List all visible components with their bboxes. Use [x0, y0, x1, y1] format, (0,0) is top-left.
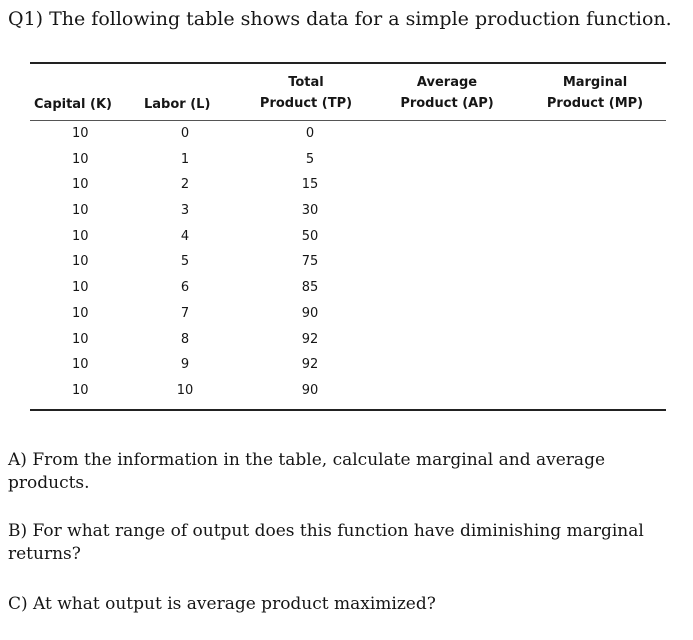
header-total-product: Total Product (TP) [250, 72, 362, 114]
capital-cell: 10 [72, 357, 89, 373]
labor-cell: 4 [180, 228, 190, 244]
capital-cell: 10 [72, 203, 89, 219]
table-row: 10 8 92 [0, 330, 693, 356]
labor-cell: 2 [180, 177, 190, 193]
capital-cell: 10 [72, 151, 89, 167]
header-labor: Labor (L) [144, 94, 210, 115]
table-row: 10 10 90 [0, 381, 693, 407]
capital-cell: 10 [72, 126, 89, 141]
capital-cell: 10 [72, 331, 89, 347]
total-product-cell: 75 [301, 254, 319, 270]
labor-cell: 0 [180, 126, 190, 141]
table-header-rule [30, 120, 666, 121]
header-ap-line1: Average [416, 75, 478, 90]
total-product-cell: 85 [301, 280, 319, 296]
question-c: C) At what output is average product max… [8, 594, 436, 614]
total-product-cell: 5 [305, 151, 315, 167]
header-average-product: Average Product (AP) [390, 72, 504, 114]
capital-cell: 10 [72, 305, 89, 321]
capital-cell: 10 [72, 228, 89, 244]
header-tp-line2: Product (TP) [259, 96, 353, 111]
question-a: A) From the information in the table, ca… [8, 450, 606, 493]
total-product-cell: 50 [301, 228, 319, 244]
labor-cell: 5 [180, 254, 190, 270]
table-row: 10 7 90 [0, 304, 693, 330]
header-labor-label: Labor (L) [144, 97, 211, 112]
labor-cell: 9 [180, 357, 190, 373]
capital-cell: 10 [72, 382, 89, 398]
table-row: 10 6 85 [0, 278, 693, 304]
total-product-cell: 30 [301, 203, 319, 219]
header-mp-line2: Product (MP) [546, 96, 644, 111]
question-b: B) For what range of output does this fu… [8, 521, 644, 564]
labor-cell: 7 [180, 305, 190, 321]
total-product-cell: 92 [301, 357, 319, 373]
table-top-rule [30, 62, 666, 64]
question-title: Q1) The following table shows data for a… [8, 8, 672, 30]
labor-cell: 3 [180, 203, 190, 219]
table-body: 10 0 0 10 1 5 10 2 15 10 3 30 10 4 50 10… [0, 124, 693, 407]
total-product-cell: 90 [301, 305, 319, 321]
header-mp-line1: Marginal [562, 75, 628, 90]
total-product-cell: 90 [301, 382, 319, 398]
table-row: 10 0 0 [0, 124, 693, 150]
labor-cell: 10 [176, 382, 194, 398]
table-bottom-rule [30, 409, 666, 411]
header-ap-line2: Product (AP) [400, 96, 494, 111]
table-row: 10 3 30 [0, 201, 693, 227]
table-row: 10 1 5 [0, 150, 693, 176]
total-product-cell: 15 [301, 177, 319, 193]
labor-cell: 8 [180, 331, 190, 347]
total-product-cell: 0 [305, 126, 315, 141]
capital-cell: 10 [72, 254, 89, 270]
table-row: 10 2 15 [0, 175, 693, 201]
labor-cell: 6 [180, 280, 190, 296]
header-marginal-product: Marginal Product (MP) [536, 72, 654, 114]
capital-cell: 10 [72, 280, 89, 296]
header-capital-label: Capital (K) [34, 97, 112, 112]
labor-cell: 1 [180, 151, 190, 167]
total-product-cell: 92 [301, 331, 319, 347]
header-capital: Capital (K) [34, 94, 112, 115]
capital-cell: 10 [72, 177, 89, 193]
header-tp-line1: Total [288, 75, 324, 90]
table-row: 10 9 92 [0, 355, 693, 381]
table-row: 10 5 75 [0, 252, 693, 278]
table-row: 10 4 50 [0, 227, 693, 253]
